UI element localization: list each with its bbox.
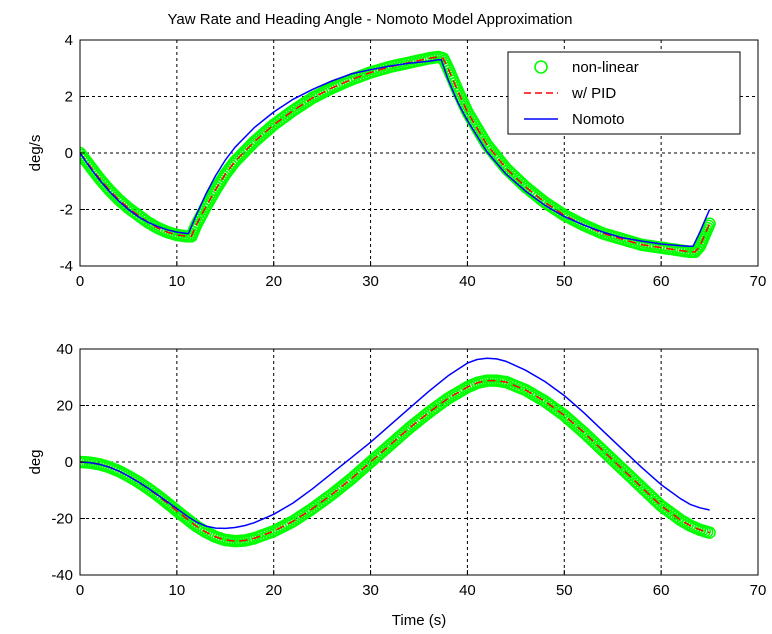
top-y-tick-label: -2 xyxy=(60,202,73,219)
top-series xyxy=(80,50,716,259)
legend-label-non-linear: non-linear xyxy=(572,59,639,76)
top-x-tick-label: 30 xyxy=(362,273,379,290)
bottom-axes: 0 10 20 30 40 50 60 70 -40 -20 0 20 40 deg Time (s) xyxy=(27,341,766,629)
top-x-tick-label: 60 xyxy=(653,273,670,290)
bottom-x-tick-label: 10 xyxy=(169,582,186,599)
bottom-x-tick-label: 40 xyxy=(459,582,476,599)
bottom-y-tick-label: 0 xyxy=(65,454,73,471)
top-y-tick-label: 4 xyxy=(65,32,73,49)
top-ticks: 0 10 20 30 40 50 60 70 -4 -2 0 2 4 xyxy=(60,32,767,290)
bottom-x-tick-label: 30 xyxy=(362,582,379,599)
legend: non-linear w/ PID Nomoto xyxy=(507,51,741,135)
top-x-tick-label: 0 xyxy=(76,273,84,290)
bottom-x-tick-label: 70 xyxy=(750,582,767,599)
top-y-tick-label: 0 xyxy=(65,145,73,162)
bottom-grid xyxy=(80,349,758,575)
bottom-point-non-linear xyxy=(703,526,716,539)
bottom-series-non-linear xyxy=(80,374,716,548)
top-x-tick-label: 40 xyxy=(459,273,476,290)
bottom-x-tick-label: 50 xyxy=(556,582,573,599)
top-y-tick-label: 2 xyxy=(65,89,73,106)
bottom-x-tick-label: 20 xyxy=(265,582,282,599)
bottom-x-tick-label: 60 xyxy=(653,582,670,599)
top-axes: 0 10 20 30 40 50 60 70 -4 -2 0 2 4 deg/s non-linear … xyxy=(27,32,766,290)
top-x-tick-label: 50 xyxy=(556,273,573,290)
bottom-y-axis-label: deg xyxy=(27,449,44,474)
top-series-non-linear xyxy=(80,50,716,259)
bottom-series xyxy=(80,357,716,548)
legend-label-pid: w/ PID xyxy=(571,85,616,102)
bottom-y-tick-label: 40 xyxy=(56,341,73,358)
bottom-ticks: 0 10 20 30 40 50 60 70 -40 -20 0 20 40 xyxy=(51,341,766,599)
bottom-y-tick-label: -40 xyxy=(51,567,73,584)
chart-title: Yaw Rate and Heading Angle - Nomoto Mode… xyxy=(168,11,573,28)
top-y-tick-label: -4 xyxy=(60,258,73,275)
top-x-tick-label: 10 xyxy=(169,273,186,290)
top-x-tick-label: 20 xyxy=(265,273,282,290)
top-series-w-pid xyxy=(80,56,711,253)
bottom-x-axis-label: Time (s) xyxy=(392,612,446,629)
bottom-x-tick-label: 0 xyxy=(76,582,84,599)
top-x-tick-label: 70 xyxy=(750,273,767,290)
legend-marker-non-linear xyxy=(534,60,548,74)
bottom-series-nomoto xyxy=(80,357,710,530)
top-series-nomoto xyxy=(80,59,711,247)
top-y-axis-label: deg/s xyxy=(27,135,44,172)
bottom-y-tick-label: -20 xyxy=(51,511,73,528)
bottom-y-tick-label: 20 xyxy=(56,398,73,415)
legend-label-nomoto: Nomoto xyxy=(572,111,625,128)
